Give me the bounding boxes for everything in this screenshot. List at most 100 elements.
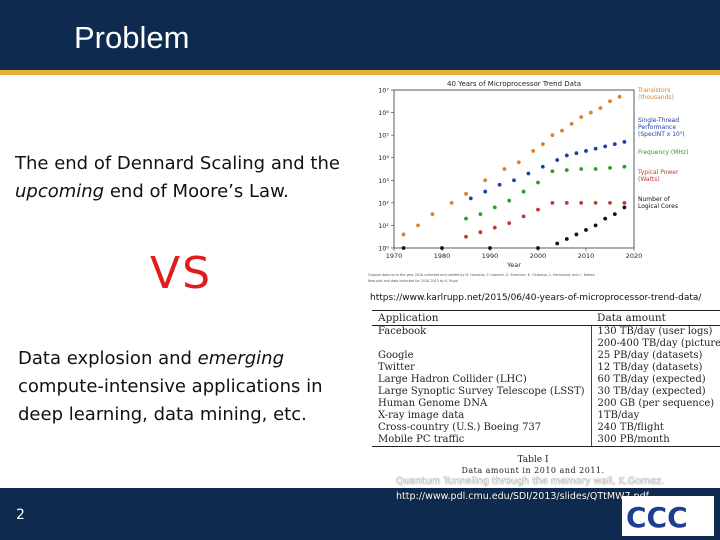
cell-data-amount: 200 GB (per sequence): [597, 398, 715, 409]
data-point: [622, 140, 627, 144]
cell-data-amount: 240 TB/flight: [597, 422, 664, 433]
table-row: Twitter 12 TB/day (datasets): [372, 362, 720, 374]
data-point: [564, 153, 569, 158]
data-point: [569, 121, 574, 126]
page-number: 2: [16, 507, 25, 523]
table-caption-number: Table I: [517, 455, 549, 465]
cell-data-amount: 130 TB/day (user logs): [597, 326, 713, 337]
legend-line: Single-Thread: [638, 117, 679, 124]
legend-line: Transistors: [637, 87, 670, 94]
data-point: [483, 189, 488, 194]
data-point: [531, 149, 536, 153]
cell-application: [372, 338, 592, 350]
data-point: [492, 225, 497, 230]
legend-entry: Transistors (thousands): [637, 87, 674, 101]
cell-data-amount: 60 TB/day (expected): [597, 374, 706, 385]
data-point: [478, 230, 483, 235]
legend-line: Number of: [638, 196, 671, 203]
data-point: [555, 241, 560, 246]
data-point: [401, 232, 406, 237]
data-point: [574, 232, 579, 237]
vs-label: VS: [150, 248, 213, 299]
x-axis-label: Year: [506, 261, 521, 269]
cell-data-amount: 200-400 TB/day (pictures): [597, 338, 720, 349]
data-point: [564, 168, 569, 173]
slide-title: Problem: [74, 20, 190, 55]
cell-data-amount: 12 TB/day (datasets): [597, 362, 703, 373]
data-point: [608, 200, 612, 205]
cell-application: Facebook: [372, 325, 592, 338]
data-point: [564, 200, 569, 205]
title-bar: [0, 0, 720, 70]
data-point: [622, 164, 627, 169]
data-point: [440, 246, 444, 250]
chart-source-url[interactable]: https://www.karlrupp.net/2015/06/40-year…: [370, 293, 702, 303]
data-point: [603, 216, 608, 221]
table-caption-text: Data amount in 2010 and 2011.: [461, 466, 605, 475]
data-point: [555, 158, 560, 162]
legend-entry: Number of Logical Cores: [638, 196, 678, 210]
citation: Quantum Tunneling through the memory wal…: [396, 474, 696, 504]
data-point: [593, 146, 598, 151]
data-point: [536, 207, 540, 212]
data-point: [521, 214, 526, 219]
data-point: [540, 142, 545, 147]
data-point: [536, 246, 540, 250]
legend-line: (thousands): [638, 94, 674, 101]
data-point: [550, 169, 555, 174]
cell-application: Google: [372, 350, 592, 362]
accent-stripe: [0, 70, 720, 75]
data-point: [497, 182, 502, 187]
table-row: 200-400 TB/day (pictures): [372, 338, 720, 350]
x-tick-label: 2010: [578, 252, 595, 260]
cell-data-amount: 25 PB/day (datasets): [597, 350, 703, 361]
data-point: [416, 223, 420, 228]
chart-title: 40 Years of Microprocessor Trend Data: [447, 80, 581, 88]
cell-application: Twitter: [372, 362, 592, 374]
trend-chart: 40 Years of Microprocessor Trend Data 10⁰…: [362, 76, 692, 288]
data-point: [579, 167, 584, 171]
legend-line: Performance: [638, 124, 676, 131]
data-point: [464, 234, 468, 239]
y-tick-label: 10⁷: [378, 87, 389, 95]
legend-entry: Single-Thread Performance (SpecINT x 10³): [638, 117, 685, 138]
data-point: [478, 212, 483, 217]
table-row: Facebook 130 TB/day (user logs): [372, 325, 720, 338]
data-point: [449, 200, 454, 205]
data-point: [492, 205, 497, 210]
data-point: [612, 142, 617, 147]
data-point: [536, 180, 540, 185]
y-tick-label: 10⁶: [378, 109, 389, 117]
chart-footnote: Original data up to the year 2010 collec…: [368, 273, 595, 277]
data-point: [430, 212, 435, 217]
plot-frame: [393, 89, 635, 249]
data-point: [502, 167, 507, 171]
data-point: [512, 178, 516, 183]
dennard-text-post: end of Moore’s Law.: [104, 181, 289, 202]
cell-data-amount: 300 PB/month: [591, 434, 720, 447]
footer-bar: [0, 488, 720, 540]
x-tick-label: 2020: [626, 252, 643, 260]
y-tick-label: 10¹: [378, 222, 389, 230]
legend-line: Typical Power: [637, 169, 679, 176]
dennard-text: The end of Dennard Scaling and the upcom…: [15, 150, 365, 206]
data-table: Application Data amount Facebook 130 TB/d…: [372, 310, 720, 447]
y-tick-label: 10²: [378, 199, 389, 207]
cell-application: Human Genome DNA: [372, 398, 592, 410]
data-point: [598, 106, 603, 110]
citation-url[interactable]: http://www.pdl.cmu.edu/SDI/2013/slides/Q…: [396, 491, 649, 502]
table-row: Human Genome DNA 200 GB (per sequence): [372, 398, 720, 410]
cell-application: Large Hadron Collider (LHC): [372, 374, 592, 386]
data-point: [608, 165, 612, 170]
data-point: [593, 200, 598, 205]
table-row: Large Synoptic Survey Telescope (LSST) 30…: [372, 386, 720, 398]
data-point: [507, 198, 512, 203]
header-data-amount: Data amount: [591, 310, 720, 326]
data-point: [608, 99, 612, 104]
cell-application: Mobile PC traffic: [372, 434, 592, 447]
data-point: [584, 149, 588, 153]
data-point: [588, 110, 593, 115]
x-tick-label: 2000: [530, 252, 547, 260]
y-tick-label: 10⁵: [378, 132, 389, 140]
dennard-text-em: upcoming: [15, 181, 105, 202]
